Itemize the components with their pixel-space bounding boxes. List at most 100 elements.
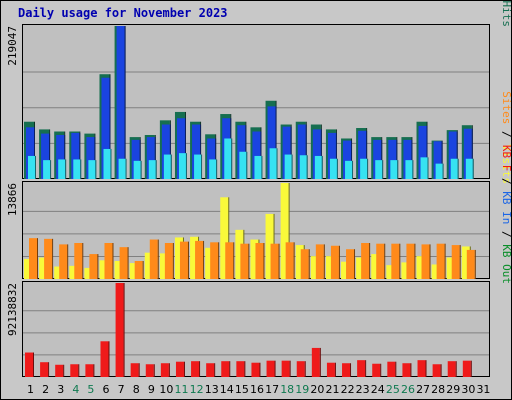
bar-sites	[255, 242, 264, 279]
bar-pages-shadow	[457, 158, 459, 179]
bar-visits	[431, 264, 440, 279]
bar-kb-f-shadow	[123, 283, 125, 377]
day-label: 1	[27, 383, 34, 396]
panel-bg-kbytes	[22, 281, 490, 377]
bar-sites	[89, 254, 98, 279]
bar-sites-shadow	[127, 247, 129, 279]
bar-visits	[24, 258, 32, 279]
day-label: 26	[401, 383, 415, 396]
bar-pages-shadow	[35, 155, 36, 179]
bar-pages	[239, 151, 247, 179]
bar-visits	[265, 213, 274, 279]
bar-sites	[59, 244, 68, 279]
bar-files-shadow	[215, 138, 217, 179]
bar-files-shadow	[94, 137, 96, 179]
bar-sites-shadow	[459, 245, 461, 279]
bar-sites-shadow	[384, 243, 386, 279]
bar-pages-shadow	[412, 160, 414, 179]
legend-separator: /	[500, 171, 512, 191]
bar-kb-f	[85, 364, 94, 377]
bar-kb-f-shadow	[93, 364, 95, 377]
bar-kb-f	[281, 360, 290, 377]
bar-sites-shadow	[474, 249, 476, 279]
bar-kb-f	[342, 363, 351, 377]
bar-kb-f-shadow	[63, 364, 65, 377]
bar-pages-shadow	[306, 155, 308, 179]
bar-pages-shadow	[95, 160, 97, 179]
bar-kb-f	[432, 364, 441, 377]
bar-sites	[149, 239, 158, 279]
bar-sites	[119, 247, 128, 279]
bar-pages-shadow	[201, 154, 203, 179]
bar-pages-shadow	[246, 151, 248, 179]
bar-kb-f-shadow	[304, 361, 306, 377]
bar-sites-shadow	[399, 243, 401, 279]
bar-files	[463, 128, 472, 179]
bar-visits	[129, 263, 138, 279]
bar-kb-f	[130, 363, 139, 377]
bar-pages	[465, 158, 473, 179]
bar-kb-f	[175, 361, 184, 377]
bar-sites	[134, 260, 143, 279]
bar-visits	[416, 256, 425, 279]
bar-files-shadow	[366, 130, 368, 179]
bar-kb-f-shadow	[229, 361, 231, 377]
bar-kb-f-shadow	[259, 362, 261, 377]
bar-pages	[405, 160, 413, 179]
bar-kb-f	[296, 361, 305, 377]
bar-pages	[254, 155, 262, 179]
bar-sites	[391, 243, 400, 279]
bar-kb-f	[25, 352, 33, 377]
max-label-visits: 13866	[6, 183, 19, 216]
bar-pages	[148, 160, 156, 179]
bar-sites-shadow	[233, 242, 235, 279]
day-label: 17	[265, 383, 279, 396]
bar-kb-f-shadow	[108, 341, 110, 377]
bar-visits	[39, 257, 48, 279]
bar-files-shadow	[290, 126, 292, 179]
bar-visits-shadow	[228, 197, 230, 279]
bar-pages	[178, 153, 186, 179]
bar-kb-f-shadow	[319, 347, 321, 377]
bar-kb-f-shadow	[78, 364, 80, 377]
day-label: 14	[220, 383, 234, 396]
bar-pages	[194, 154, 202, 179]
bar-pages-shadow	[382, 160, 384, 179]
bar-pages-shadow	[352, 160, 354, 179]
bar-sites	[361, 242, 370, 279]
bar-pages-shadow	[336, 158, 338, 179]
legend-entry: KB Out	[500, 244, 512, 284]
bar-files-shadow	[396, 139, 398, 179]
bar-kb-f-shadow	[350, 363, 352, 377]
bar-files-shadow	[34, 127, 35, 179]
legend-entry: Sites	[500, 91, 512, 124]
bar-sites	[210, 242, 219, 279]
bar-files-shadow	[154, 137, 156, 179]
bar-sites-shadow	[248, 243, 250, 279]
max-label-hits: 219047	[6, 26, 19, 66]
bar-pages	[329, 158, 337, 179]
bar-sites-shadow	[67, 244, 69, 279]
bar-files	[282, 126, 291, 179]
bar-sites	[29, 238, 37, 279]
bar-sites-shadow	[97, 254, 99, 279]
bar-sites-shadow	[218, 242, 220, 279]
bar-pages-shadow	[367, 158, 369, 179]
bar-kb-f-shadow	[183, 361, 185, 377]
bar-kb-f	[145, 364, 154, 377]
bar-files-shadow	[441, 141, 443, 179]
bar-sites	[44, 238, 53, 279]
bar-kb-f	[357, 360, 366, 377]
bar-files-shadow	[320, 129, 322, 179]
bar-pages-shadow	[125, 158, 127, 179]
bar-sites-shadow	[142, 260, 144, 279]
bar-pages	[345, 160, 353, 179]
bar-pages-shadow	[110, 148, 112, 179]
bar-files-shadow	[305, 124, 307, 179]
bar-pages-shadow	[472, 158, 474, 179]
bar-files	[176, 118, 185, 179]
bar-sites	[315, 244, 324, 279]
bar-kb-f-shadow	[455, 361, 457, 377]
bar-kb-f-shadow	[199, 361, 201, 377]
bar-files	[26, 127, 34, 179]
